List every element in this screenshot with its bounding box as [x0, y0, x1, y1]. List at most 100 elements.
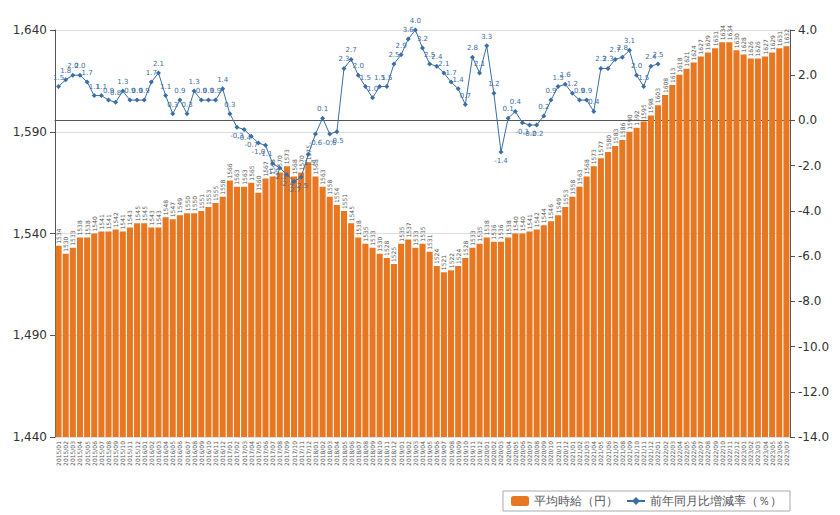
svg-text:2015/03: 2015/03 — [69, 441, 76, 466]
svg-text:0.9: 0.9 — [139, 87, 150, 95]
svg-text:2021/05: 2021/05 — [597, 441, 604, 466]
svg-text:2020/09: 2020/09 — [540, 441, 547, 466]
svg-text:3.6: 3.6 — [403, 26, 415, 34]
svg-text:1.4: 1.4 — [453, 76, 465, 84]
svg-text:1538: 1538 — [483, 220, 490, 235]
svg-text:-1.5: -1.5 — [301, 159, 315, 167]
svg-text:1528: 1528 — [462, 240, 469, 255]
svg-text:2015/04: 2015/04 — [76, 441, 83, 466]
svg-text:2022/09: 2022/09 — [712, 441, 719, 466]
svg-text:2020/07: 2020/07 — [526, 441, 533, 466]
svg-text:2022/06: 2022/06 — [690, 441, 697, 466]
svg-text:1577: 1577 — [597, 141, 604, 156]
svg-text:2018/07: 2018/07 — [355, 441, 362, 466]
svg-text:1.5: 1.5 — [381, 74, 392, 82]
svg-text:2019/08: 2019/08 — [448, 441, 455, 466]
svg-text:0.0: 0.0 — [798, 113, 817, 127]
svg-text:1580: 1580 — [605, 135, 612, 150]
svg-text:1,590: 1,590 — [13, 125, 47, 139]
svg-text:1608: 1608 — [662, 78, 669, 93]
svg-text:2019/10: 2019/10 — [462, 441, 469, 466]
svg-text:1545: 1545 — [348, 206, 355, 221]
svg-text:2021/01: 2021/01 — [569, 441, 576, 466]
svg-text:2020/04: 2020/04 — [505, 441, 512, 466]
svg-text:2015/05: 2015/05 — [84, 441, 91, 466]
svg-text:2018/10: 2018/10 — [376, 441, 383, 466]
svg-text:2016/03: 2016/03 — [155, 441, 162, 466]
svg-text:2019/07: 2019/07 — [440, 441, 447, 466]
svg-text:1525: 1525 — [390, 247, 397, 262]
svg-text:1551: 1551 — [341, 194, 348, 209]
svg-text:2016/06: 2016/06 — [176, 441, 183, 466]
svg-text:1544: 1544 — [540, 208, 547, 223]
svg-text:2017/09: 2017/09 — [283, 441, 290, 466]
svg-text:1558: 1558 — [219, 179, 226, 194]
svg-text:2016/12: 2016/12 — [219, 441, 226, 466]
svg-text:1563: 1563 — [241, 169, 248, 184]
svg-text:1547: 1547 — [169, 202, 176, 217]
svg-text:2021/12: 2021/12 — [647, 441, 654, 466]
svg-text:2020/06: 2020/06 — [519, 441, 526, 466]
svg-text:2020/02: 2020/02 — [490, 441, 497, 466]
svg-text:2.1: 2.1 — [153, 60, 164, 68]
svg-text:2021/11: 2021/11 — [640, 441, 647, 466]
svg-text:2016/05: 2016/05 — [169, 441, 176, 466]
svg-text:1536: 1536 — [490, 224, 497, 239]
svg-text:1.0: 1.0 — [367, 85, 378, 93]
svg-text:1558: 1558 — [569, 179, 576, 194]
svg-text:1598: 1598 — [647, 98, 654, 113]
svg-text:-14.0: -14.0 — [798, 430, 829, 444]
svg-text:2017/08: 2017/08 — [276, 441, 283, 466]
svg-text:1626: 1626 — [747, 41, 754, 56]
svg-text:2023/06: 2023/06 — [776, 441, 783, 466]
svg-text:3.3: 3.3 — [481, 33, 492, 41]
svg-text:1533: 1533 — [469, 230, 476, 245]
svg-text:1538: 1538 — [355, 220, 362, 235]
svg-text:0.3: 0.3 — [224, 101, 235, 109]
svg-text:2016/11: 2016/11 — [212, 441, 219, 466]
svg-text:1554: 1554 — [333, 188, 340, 203]
svg-text:1538: 1538 — [84, 220, 91, 235]
svg-text:2015/02: 2015/02 — [62, 441, 69, 466]
svg-text:1545: 1545 — [141, 206, 148, 221]
svg-text:2018/09: 2018/09 — [369, 441, 376, 466]
svg-text:1541: 1541 — [119, 214, 126, 229]
svg-text:2016/04: 2016/04 — [162, 441, 169, 466]
svg-text:0.2: 0.2 — [538, 103, 549, 111]
svg-text:1542: 1542 — [112, 212, 119, 227]
svg-text:1573: 1573 — [590, 149, 597, 164]
svg-text:1566: 1566 — [226, 163, 233, 178]
svg-text:1560: 1560 — [255, 175, 262, 190]
svg-text:0.4: 0.4 — [510, 98, 522, 106]
svg-text:2015/10: 2015/10 — [119, 441, 126, 466]
svg-text:2022/01: 2022/01 — [654, 441, 661, 466]
svg-text:2023/05: 2023/05 — [769, 441, 776, 466]
svg-text:1624: 1624 — [690, 45, 697, 60]
svg-text:2021/03: 2021/03 — [583, 441, 590, 466]
svg-text:2015/06: 2015/06 — [91, 441, 98, 466]
svg-text:2017/10: 2017/10 — [291, 441, 298, 466]
svg-text:-2.0: -2.0 — [798, 159, 821, 173]
svg-text:1533: 1533 — [69, 230, 76, 245]
svg-text:1522: 1522 — [448, 253, 455, 268]
svg-text:2015/08: 2015/08 — [105, 441, 112, 466]
svg-text:1627: 1627 — [697, 39, 704, 54]
svg-text:2023/03: 2023/03 — [754, 441, 761, 466]
svg-text:1631: 1631 — [712, 31, 719, 46]
svg-text:1634: 1634 — [726, 25, 733, 40]
svg-text:1603: 1603 — [654, 88, 661, 103]
svg-text:1549: 1549 — [176, 198, 183, 213]
svg-text:0.9: 0.9 — [174, 87, 185, 95]
svg-text:2.3: 2.3 — [602, 55, 613, 63]
svg-text:2019/02: 2019/02 — [405, 441, 412, 466]
svg-text:1524: 1524 — [455, 249, 462, 264]
svg-text:2023/01: 2023/01 — [740, 441, 747, 466]
svg-text:2018/02: 2018/02 — [319, 441, 326, 466]
svg-text:-1.1: -1.1 — [259, 150, 273, 158]
svg-text:1528: 1528 — [383, 240, 390, 255]
svg-text:1524: 1524 — [433, 249, 440, 264]
svg-text:2017/11: 2017/11 — [298, 441, 305, 466]
svg-text:2017/02: 2017/02 — [233, 441, 240, 466]
svg-text:1536: 1536 — [497, 224, 504, 239]
svg-text:0.7: 0.7 — [460, 92, 471, 100]
